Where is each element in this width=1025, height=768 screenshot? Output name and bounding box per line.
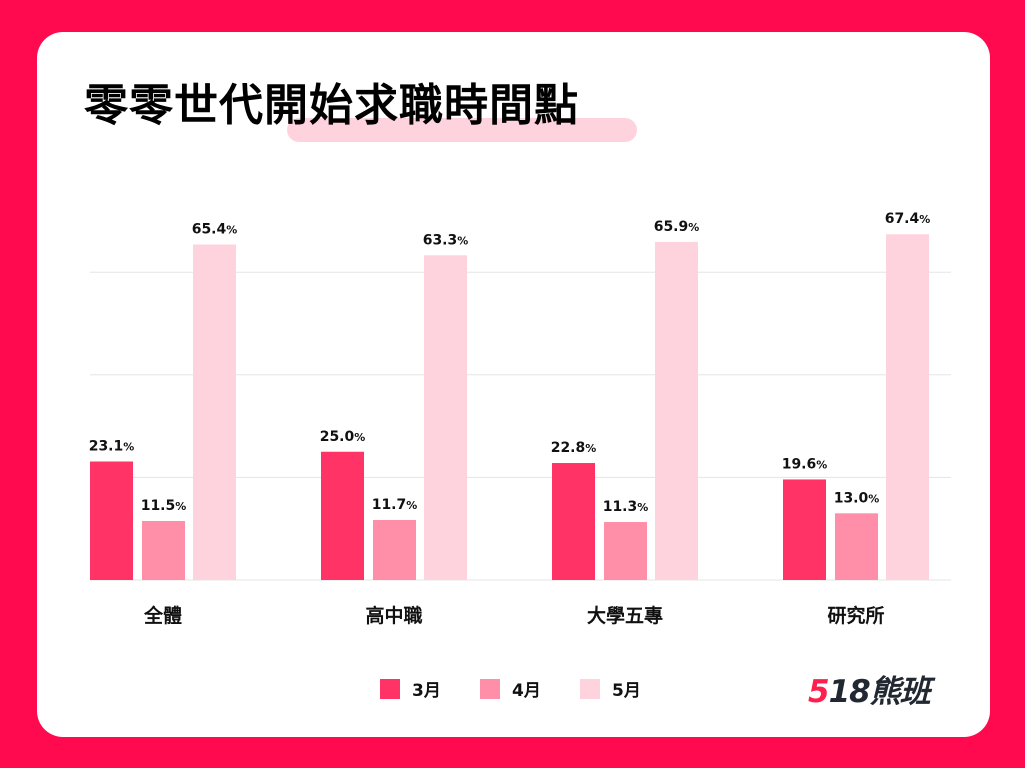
bar-5月 [424,255,467,580]
category-label: 高中職 [365,604,422,627]
legend-label: 3月 [412,681,441,701]
category-label: 大學五專 [587,604,663,627]
legend-item-may: 5月 [580,676,680,701]
bar-3月 [90,461,133,580]
bar-3月 [783,479,826,580]
bar-5月 [193,244,236,581]
legend-item-march: 3月 [380,676,480,701]
bar-5月 [655,241,698,581]
legend: 3月 4月 5月 [380,676,680,701]
data-label: 19.6% [782,456,828,472]
category-label: 全體 [143,604,182,627]
bar-5月 [886,234,929,580]
legend-label: 4月 [512,681,541,701]
data-label: 63.3% [423,232,469,248]
category-label: 研究所 [827,604,884,627]
data-label: 11.7% [372,497,418,513]
legend-swatch [480,678,500,699]
bar-3月 [552,463,595,580]
data-label: 65.4% [192,221,238,237]
bar-4月 [142,521,185,580]
data-label: 67.4% [885,211,931,227]
data-label: 23.1% [89,438,135,454]
bar-4月 [604,522,647,580]
legend-swatch [380,678,400,699]
chart-title: 零零世代開始求職時間點 [84,80,579,131]
bar-4月 [835,513,878,580]
data-label: 13.0% [834,490,880,506]
data-label: 22.8% [551,440,597,456]
data-label: 25.0% [320,429,366,445]
data-label: 11.5% [141,498,187,514]
legend-item-april: 4月 [480,676,580,701]
bar-3月 [321,451,364,580]
data-label: 65.9% [654,219,700,235]
bar-4月 [373,519,416,580]
title-highlight [287,118,637,142]
legend-label: 5月 [612,681,641,701]
data-label: 11.3% [603,499,649,515]
brand-logo: 518熊班 [808,674,931,710]
legend-swatch [580,678,600,699]
